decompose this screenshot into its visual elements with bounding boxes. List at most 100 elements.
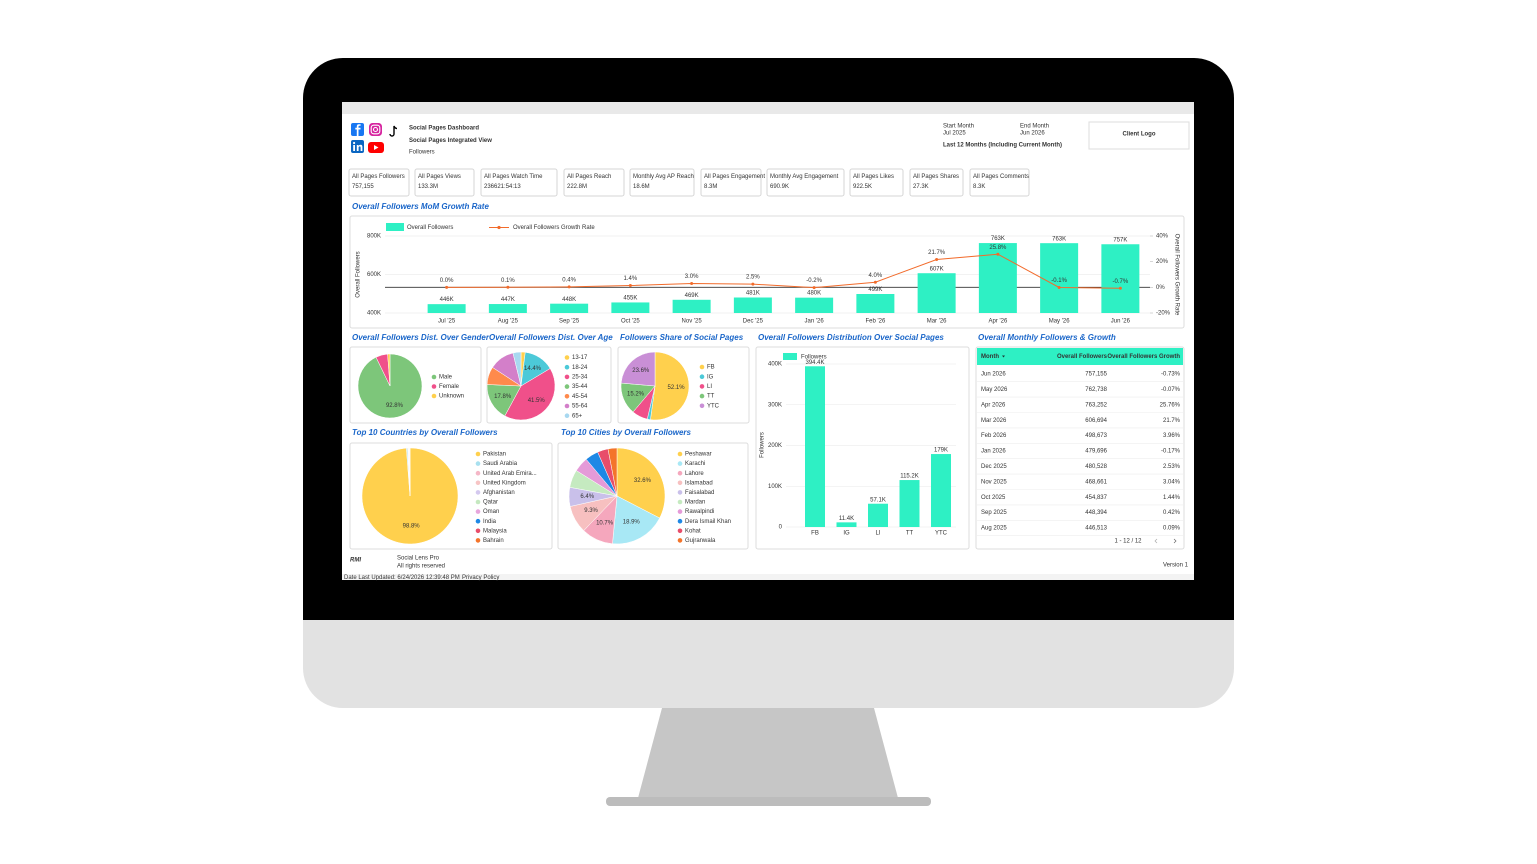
kpi-label: All Pages Shares	[913, 174, 959, 180]
bar-label: 607K	[930, 266, 944, 272]
table-cell: Mar 2026	[981, 418, 1007, 424]
line-point	[628, 284, 632, 288]
table-cell: 757,155	[1085, 372, 1107, 378]
version: Version 1	[1163, 563, 1189, 569]
table-cell: 468,661	[1085, 479, 1107, 485]
legend-label: 35-44	[572, 384, 588, 390]
line-label: 3.0%	[685, 274, 699, 280]
slice-label: 17.8%	[494, 394, 512, 400]
legend-dot	[699, 393, 705, 399]
y2-tick-label: 0%	[1156, 285, 1165, 291]
x-tick-label: Jan '26	[805, 319, 825, 325]
column-header: Month	[981, 354, 999, 360]
pie-slice	[616, 447, 666, 519]
line-point	[873, 280, 877, 284]
privacy-link[interactable]: Privacy Policy	[462, 575, 499, 581]
legend-label: Gujranwala	[685, 538, 716, 544]
table-cell: 25.76%	[1160, 402, 1181, 408]
y-tick-label: 400K	[367, 311, 381, 317]
kpi-label: All Pages Followers	[352, 174, 405, 180]
section-title: Top 10 Cities by Overall Followers	[561, 428, 692, 437]
y-axis-title: Followers	[760, 432, 766, 458]
legend-swatch	[783, 353, 797, 360]
slice-label: 14.4%	[524, 366, 542, 372]
legend-label: Rawalpindi	[685, 509, 714, 515]
bar-label: 446K	[440, 297, 454, 303]
legend-label: Faisalabad	[685, 490, 714, 496]
slice-label: 98.8%	[403, 523, 421, 529]
legend-label: Male	[439, 375, 453, 381]
bar-label: 455K	[623, 296, 637, 302]
kpi-label: Monthly Avg AP Reach	[633, 174, 694, 180]
kpi-card	[348, 168, 410, 197]
last-updated: Date Last Updated: 6/24/2026 12:39:48 PM	[344, 575, 460, 581]
legend-dot	[475, 470, 481, 476]
slice-label: 18.9%	[623, 520, 641, 526]
kpi-card	[969, 168, 1030, 197]
logo-box	[1088, 121, 1190, 150]
legend-label: 25-34	[572, 374, 588, 380]
x-tick-label: Dec '25	[743, 319, 764, 325]
slice-label: 32.6%	[634, 478, 652, 484]
kpi-card	[563, 168, 625, 197]
kpi-value: 922.5K	[853, 184, 872, 190]
legend-dot	[677, 518, 683, 524]
legend-label: United Arab Emira...	[483, 471, 537, 477]
line-point	[812, 286, 816, 290]
legend-dot	[475, 490, 481, 495]
kpi-card	[766, 168, 845, 197]
legend-dot	[699, 364, 705, 370]
line-label: 21.7%	[928, 250, 946, 256]
kpi-card	[629, 168, 695, 197]
bar	[795, 297, 834, 313]
line-point	[996, 252, 1000, 256]
slice-label: 15.2%	[627, 392, 645, 398]
table-cell: Dec 2025	[981, 464, 1007, 470]
legend-dot	[677, 461, 683, 466]
browser-bar	[342, 102, 1194, 114]
legend-dot	[677, 490, 683, 495]
kpi-label: All Pages Engagement	[704, 174, 765, 180]
kpi-value: 133.3M	[418, 184, 438, 190]
x-tick-label: Feb '26	[865, 319, 885, 325]
linkedin-n	[356, 144, 363, 151]
section-title: Followers Share of Social Pages	[620, 333, 744, 342]
legend-dot	[475, 518, 481, 524]
next-page[interactable]	[1173, 538, 1177, 544]
table-cell: 3.96%	[1163, 433, 1181, 439]
kpi-label: All Pages Watch Time	[484, 174, 543, 180]
legend-label: Overall Followers	[407, 225, 453, 231]
y-tick-label: 600K	[367, 272, 381, 278]
kpi-value: 27.3K	[913, 184, 929, 190]
legend-dot	[475, 509, 481, 514]
panel	[349, 215, 1185, 329]
legend-label: 55-64	[572, 404, 588, 410]
section-title: Overall Monthly Followers & Growth	[978, 333, 1116, 342]
line-label: 2.5%	[746, 275, 760, 281]
legend-dot	[677, 528, 683, 534]
table-cell: 21.7%	[1163, 418, 1181, 424]
legend-label: 18-24	[572, 365, 588, 371]
legend-dot	[564, 403, 570, 409]
y2-tick-label: 20%	[1156, 259, 1169, 265]
legend-dot	[699, 403, 705, 409]
y-tick-label: 100K	[768, 484, 782, 490]
table-cell: Jun 2026	[981, 372, 1006, 378]
x-tick-label: TT	[906, 531, 914, 537]
bar	[931, 454, 951, 527]
start-month-label: Start Month	[943, 124, 974, 130]
table-cell: 446,513	[1085, 526, 1107, 532]
kpi-value: 236621:54:13	[484, 184, 521, 190]
legend-label: Pakistan	[483, 452, 506, 458]
period-note: Last 12 Months (Including Current Month)	[943, 143, 1062, 149]
legend-label: Bahrain	[483, 538, 504, 544]
table-cell: Nov 2025	[981, 479, 1007, 485]
line-label: 1.4%	[624, 276, 638, 282]
pie-slice	[387, 353, 391, 387]
x-tick-label: Nov '25	[682, 319, 703, 325]
section-title: Overall Followers MoM Growth Rate	[352, 202, 489, 211]
bar-label: 394.4K	[805, 360, 824, 366]
bar-label: 57.1K	[870, 497, 886, 503]
tiktok-icon	[389, 125, 398, 137]
